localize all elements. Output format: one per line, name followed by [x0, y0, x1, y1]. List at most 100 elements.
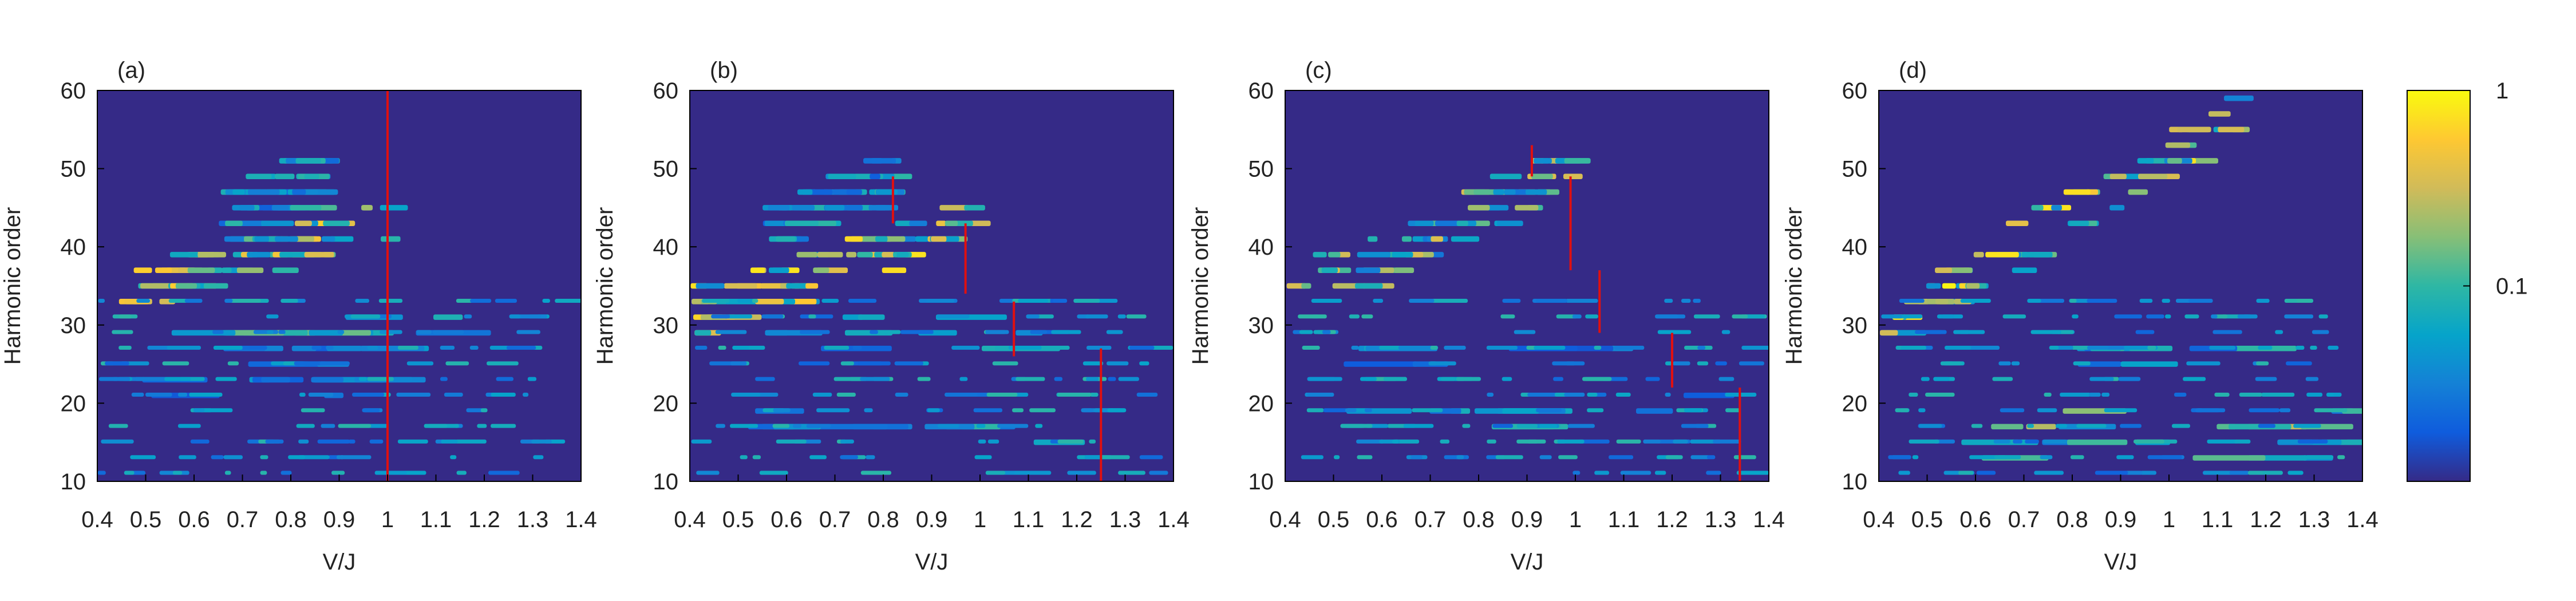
- y-tick-label: 30: [653, 313, 679, 338]
- heatmap-cell: [1552, 361, 1585, 366]
- heatmap-cell: [1567, 424, 1595, 428]
- heatmap-cell: [1672, 361, 1690, 366]
- heatmap-cell: [298, 455, 330, 460]
- x-tick-label: 1.4: [1157, 507, 1190, 532]
- heatmap-cell: [773, 408, 791, 413]
- heatmap-cell: [239, 205, 255, 211]
- y-tick-label: 40: [1842, 235, 1868, 260]
- heatmap-cell: [2051, 205, 2062, 211]
- heatmap-cell: [2060, 392, 2091, 397]
- heatmap-cell: [1356, 439, 1384, 444]
- heatmap-cell: [97, 470, 106, 475]
- heatmap-cell: [1514, 330, 1536, 334]
- heatmap-cell: [131, 392, 144, 397]
- heatmap-cell: [860, 377, 890, 381]
- heatmap-cell: [1620, 470, 1652, 475]
- heatmap-cell: [2174, 392, 2187, 397]
- heatmap-cell: [317, 439, 350, 444]
- x-tick-label: 0.5: [130, 507, 162, 532]
- heatmap-cell: [496, 377, 513, 381]
- heatmap-cell: [253, 330, 278, 334]
- heatmap-cell: [260, 470, 267, 475]
- heatmap-cell: [858, 361, 891, 366]
- heatmap-cell: [1334, 455, 1340, 460]
- heatmap-cell: [799, 361, 830, 366]
- heatmap-cell: [917, 377, 931, 381]
- heatmap-cell: [2037, 408, 2057, 413]
- y-tick-label: 30: [1842, 313, 1868, 338]
- heatmap-cell: [816, 408, 850, 413]
- x-tick-label: 0.4: [1269, 507, 1301, 532]
- heatmap-cell: [1502, 299, 1521, 303]
- heatmap-cell: [464, 314, 472, 319]
- heatmap-cell: [1614, 345, 1645, 350]
- heatmap-cell: [1392, 252, 1413, 258]
- heatmap-cell: [836, 392, 856, 397]
- heatmap-cell: [1966, 283, 1980, 289]
- heatmap-cell: [872, 330, 901, 334]
- heatmap-cell: [433, 314, 463, 320]
- heatmap-cell: [2184, 314, 2199, 319]
- heatmap-cell: [401, 470, 426, 475]
- heatmap-cell: [265, 439, 284, 444]
- heatmap-cell: [870, 173, 880, 180]
- heatmap-cell: [416, 330, 432, 334]
- heatmap-cell: [1117, 314, 1126, 319]
- heatmap-cell: [1355, 283, 1383, 289]
- heatmap-cell: [1713, 439, 1741, 444]
- heatmap-cell: [1706, 470, 1721, 475]
- heatmap-cell: [367, 345, 378, 350]
- heatmap-cell: [488, 470, 520, 475]
- heatmap-cell: [1616, 439, 1641, 444]
- heatmap-cell: [1298, 314, 1327, 319]
- heatmap-cell: [2314, 408, 2348, 413]
- heatmap-cell: [1565, 299, 1598, 303]
- x-tick-label: 1.4: [2346, 507, 2379, 532]
- heatmap-cell: [1969, 455, 1998, 460]
- heatmap-cell: [1412, 408, 1443, 413]
- heatmap-cell: [1536, 299, 1567, 303]
- heatmap-cell: [2261, 392, 2295, 397]
- heatmap-cell: [455, 439, 487, 444]
- heatmap-cell: [2214, 392, 2230, 397]
- heatmap-cell: [1558, 455, 1578, 460]
- y-tick-label: 50: [61, 157, 86, 182]
- x-tick-label: 0.4: [1863, 507, 1895, 532]
- heatmap-cell: [1564, 158, 1591, 164]
- heatmap-cell: [847, 205, 863, 211]
- heatmap-cell: [323, 220, 350, 227]
- heatmap-cell: [974, 455, 992, 460]
- heatmap-cell: [378, 299, 403, 303]
- heatmap-cell: [797, 189, 813, 195]
- heatmap-cell: [755, 299, 784, 305]
- heatmap-cell: [2249, 408, 2280, 413]
- heatmap-cell: [271, 205, 290, 211]
- heatmap-cell: [2172, 424, 2190, 428]
- heatmap-cell: [973, 408, 1002, 413]
- heatmap-cell: [1681, 299, 1691, 303]
- heatmap-cell: [2284, 314, 2314, 319]
- panel-label: (a): [117, 58, 145, 83]
- heatmap-cell: [311, 377, 343, 383]
- y-tick-label: 30: [61, 313, 86, 338]
- heatmap-cell: [222, 267, 232, 273]
- heatmap-cell: [2049, 345, 2059, 350]
- heatmap-cell: [301, 408, 325, 413]
- y-tick-label: 30: [1249, 313, 1274, 338]
- heatmap-cell: [1349, 314, 1360, 319]
- heatmap-cell: [2146, 314, 2164, 319]
- heatmap-cell: [2087, 345, 2109, 350]
- heatmap-cell: [1357, 455, 1373, 460]
- heatmap-cell: [2165, 314, 2171, 319]
- heatmap-cell: [308, 392, 334, 397]
- heatmap-cell: [2256, 361, 2269, 366]
- heatmap-cell: [1401, 236, 1412, 242]
- heatmap-cell: [1949, 267, 1973, 273]
- heatmap-cell: [1960, 299, 1991, 303]
- heatmap-cell: [1898, 470, 1910, 475]
- heatmap-cell: [1306, 408, 1324, 413]
- heatmap-cell: [1573, 470, 1581, 475]
- heatmap-cell: [1909, 439, 1939, 444]
- heatmap-cell: [1985, 252, 2019, 258]
- x-tick-label: 0.9: [2105, 507, 2137, 532]
